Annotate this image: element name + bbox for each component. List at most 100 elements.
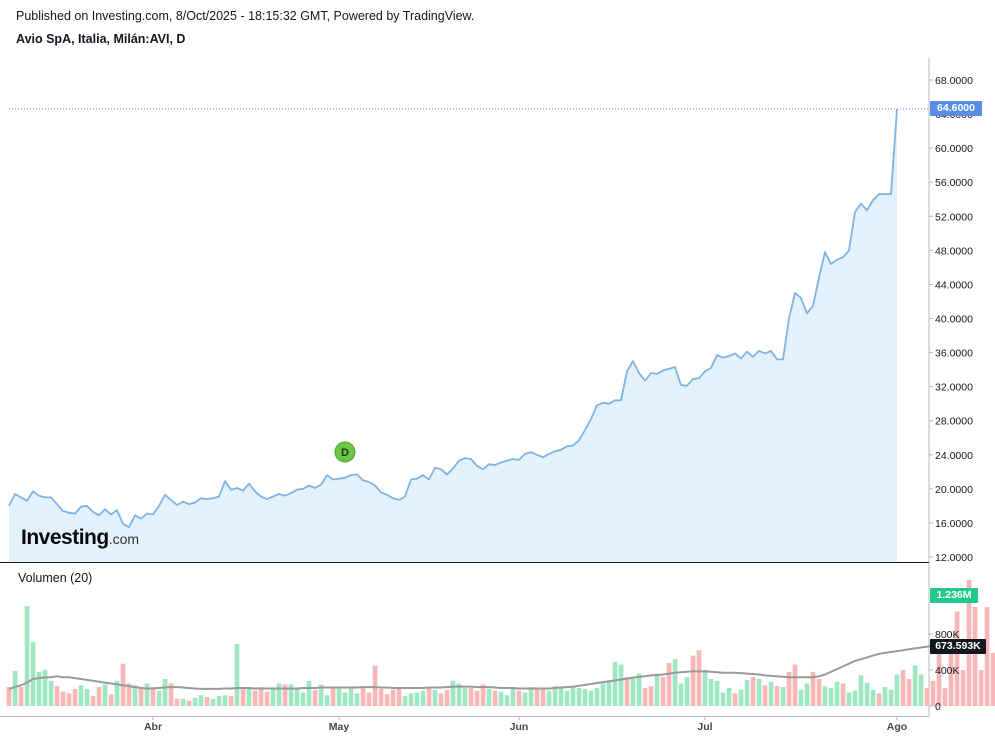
published-info: Published on Investing.com, 8/Oct/2025 -… [16,9,475,23]
volume-bar [54,686,60,706]
volume-bar [288,684,294,706]
volume-bar [732,693,738,706]
volume-bar [312,689,318,706]
volume-bar [234,643,240,706]
volume-bar [378,688,384,706]
time-tick-label: Ago [887,721,907,733]
volume-bar [390,689,396,706]
volume-bar [594,688,600,706]
price-tick-label: 12.0000 [935,552,973,564]
volume-bar [804,683,810,706]
price-tick-label: 16.0000 [935,518,973,530]
volume-bar [924,688,930,706]
volume-bar [558,687,564,706]
volume-bar [60,691,66,706]
volume-pane [6,580,995,706]
volume-axis: 0 400K 800K [929,629,960,713]
volume-bar [222,695,228,706]
volume-bar [84,688,90,706]
event-markers[interactable]: DPP [334,162,995,463]
volume-bar [786,671,792,706]
price-tick-label: 28.0000 [935,416,973,428]
volume-bar [126,683,132,706]
volume-bar [936,641,942,706]
volume-bar [522,692,528,706]
volume-ma-label: 673.593K [930,639,986,654]
volume-bar [816,679,822,706]
volume-bar [972,607,978,706]
volume-bar [774,686,780,706]
price-axis: 12.0000 16.0000 20.0000 24.0000 28.0000 32.00… [929,75,973,564]
volume-tick-label: 800K [935,629,960,641]
volume-bar [510,688,516,706]
volume-tick-label: 0 [935,701,941,713]
volume-bar [240,687,246,706]
marker-label: D [341,447,349,459]
volume-bar [990,652,995,706]
volume-bar [738,689,744,706]
price-tick-label: 56.0000 [935,177,973,189]
volume-bar [162,679,168,706]
volume-bar [270,688,276,706]
volume-bar [528,687,534,706]
price-tick-label: 40.0000 [935,314,973,326]
volume-bar [504,695,510,706]
volume-bar [780,687,786,706]
volume-bar [984,607,990,706]
volume-bar [660,677,666,706]
price-area-fill [9,109,897,562]
volume-bar [438,693,444,706]
volume-bar [834,681,840,706]
volume-bar [858,675,864,706]
volume-bar [624,677,630,706]
dividend-marker[interactable] [334,441,356,463]
price-pane [8,108,929,562]
volume-bar [900,670,906,706]
volume-bar [726,688,732,706]
volume-bar [366,692,372,706]
price-line [8,108,898,529]
volume-bar [852,690,858,706]
volume-bar [666,662,672,706]
volume-bar [102,684,108,706]
volume-bar [78,685,84,706]
volume-bar [942,688,948,706]
volume-bar [768,681,774,706]
volume-bar [918,674,924,706]
volume-bar [480,684,486,706]
volume-bar [948,647,954,706]
price-tick-label: 32.0000 [935,382,973,394]
time-tick-label: Jul [697,721,712,733]
volume-bar [678,683,684,706]
time-axis: AbrMayJunJulAgoSepOct [144,716,907,733]
last-volume-label: 1.236M [930,588,978,603]
volume-bar [348,687,354,706]
volume-bar [90,696,96,706]
volume-tick-label: 400K [935,665,960,677]
volume-bar [30,642,36,706]
volume-bar [576,688,582,706]
volume-bar [864,682,870,706]
volume-bar [48,680,54,706]
volume-bar [636,673,642,706]
volume-bar [870,689,876,706]
volume-bar [906,679,912,706]
volume-bar [66,693,72,706]
volume-bar [462,688,468,706]
volume-bar [516,690,522,706]
volume-bar [186,700,192,706]
volume-bar [180,698,186,706]
volume-bar [654,673,660,706]
last-price-label: 64.6000 [930,101,982,116]
volume-bar [582,688,588,706]
volume-bar [588,690,594,706]
volume-bar [246,688,252,706]
volume-indicator-title: Volumen (20) [18,571,93,585]
volume-bar [18,687,24,706]
volume-bar [132,685,138,706]
volume-bar [828,688,834,706]
volume-bar [612,661,618,706]
volume-bar [432,689,438,706]
volume-bar [42,670,48,706]
